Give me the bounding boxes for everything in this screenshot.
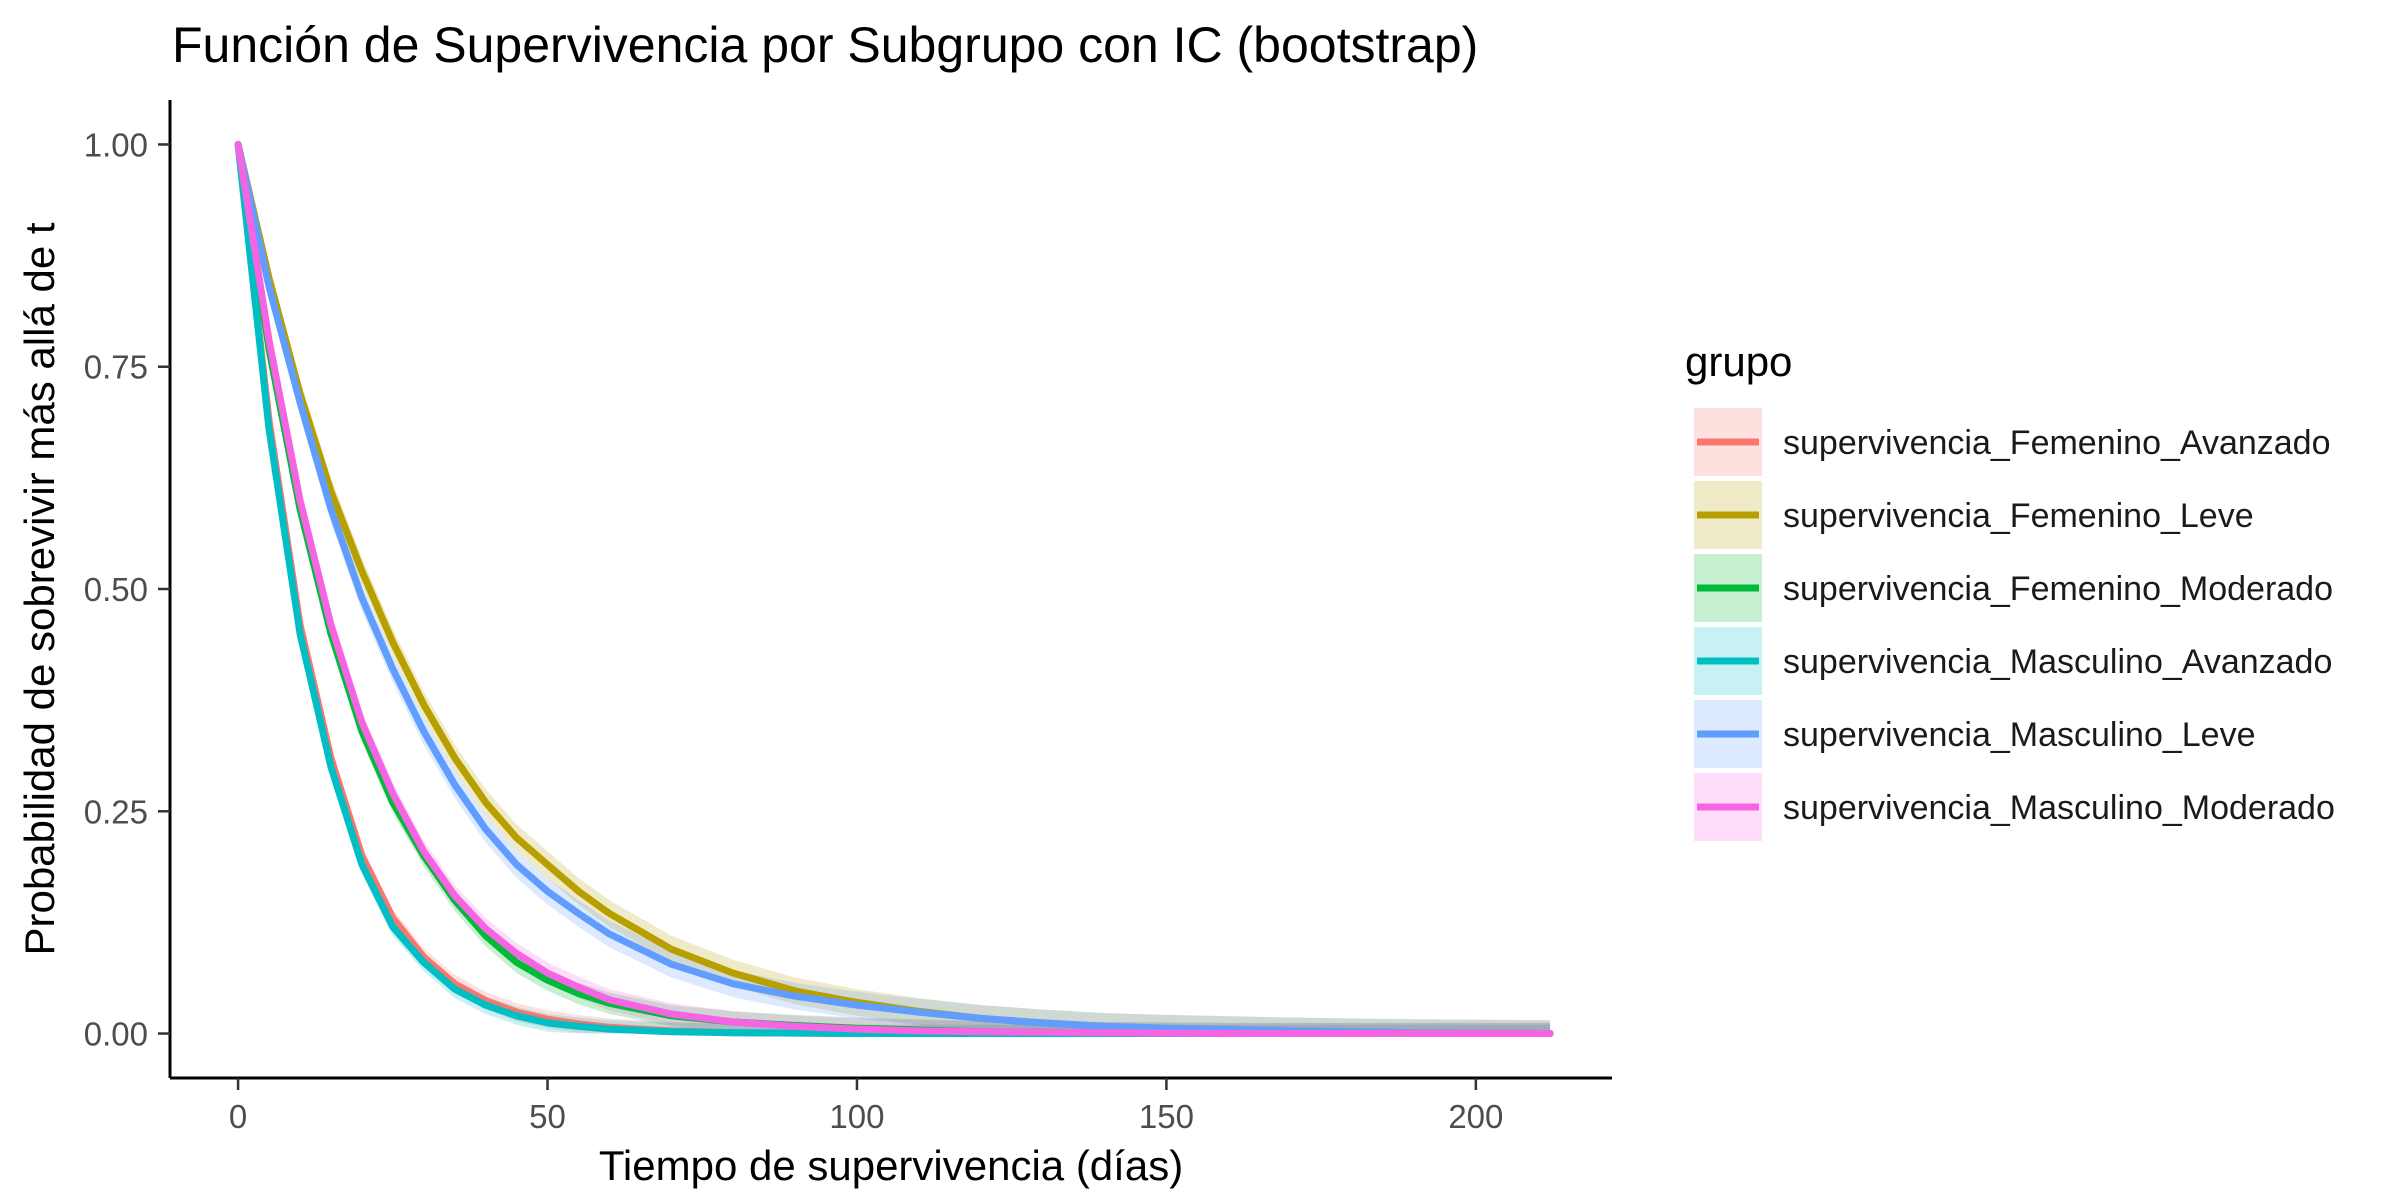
legend-label-4: supervivencia_Masculino_Avanzado bbox=[1783, 643, 2332, 681]
y-axis-ticks: 0.00 0.25 0.50 0.75 1.00 bbox=[84, 126, 170, 1053]
chart-title: Función de Supervivencia por Subgrupo co… bbox=[172, 17, 1478, 73]
ci-band-6 bbox=[238, 144, 1551, 1034]
x-tick-label: 200 bbox=[1448, 1098, 1503, 1135]
x-tick-label: 50 bbox=[529, 1098, 566, 1135]
ci-band-5 bbox=[238, 144, 1551, 1034]
legend-label-3: supervivencia_Femenino_Moderado bbox=[1783, 570, 2333, 608]
x-tick-label: 100 bbox=[829, 1098, 884, 1135]
series-line-6 bbox=[234, 141, 1554, 1037]
y-tick-label: 1.00 bbox=[84, 126, 148, 163]
y-tick-label: 0.25 bbox=[84, 793, 148, 830]
ci-band-2 bbox=[238, 144, 1551, 1034]
survival-lines bbox=[234, 141, 1554, 1037]
confidence-bands bbox=[238, 144, 1551, 1034]
series-line-5 bbox=[234, 141, 1554, 1037]
legend-label-6: supervivencia_Masculino_Moderado bbox=[1783, 789, 2335, 827]
x-tick-label: 150 bbox=[1139, 1098, 1194, 1135]
ci-band-4 bbox=[238, 144, 1551, 1034]
y-tick-label: 0.50 bbox=[84, 571, 148, 608]
series-line-2 bbox=[234, 141, 1554, 1037]
legend-title: grupo bbox=[1685, 338, 1792, 385]
x-axis-title: Tiempo de supervivencia (días) bbox=[599, 1142, 1183, 1189]
ci-band-3 bbox=[238, 144, 1551, 1034]
legend-label-2: supervivencia_Femenino_Leve bbox=[1783, 497, 2254, 535]
x-axis-ticks: 0 50 100 150 200 bbox=[229, 1078, 1503, 1135]
ci-band-1 bbox=[238, 144, 1551, 1034]
x-tick-label: 0 bbox=[229, 1098, 247, 1135]
legend: grupo supervivencia_Femenino_Avanzadosup… bbox=[1685, 338, 2335, 841]
y-tick-label: 0.75 bbox=[84, 349, 148, 386]
series-line-1 bbox=[234, 141, 1554, 1037]
y-tick-label: 0.00 bbox=[84, 1016, 148, 1053]
series-line-3 bbox=[234, 141, 1554, 1037]
legend-label-1: supervivencia_Femenino_Avanzado bbox=[1783, 424, 2331, 462]
y-axis-title: Probabilidad de sobrevivir más allá de t bbox=[16, 222, 63, 955]
series-line-4 bbox=[234, 141, 1554, 1037]
legend-label-5: supervivencia_Masculino_Leve bbox=[1783, 716, 2256, 754]
